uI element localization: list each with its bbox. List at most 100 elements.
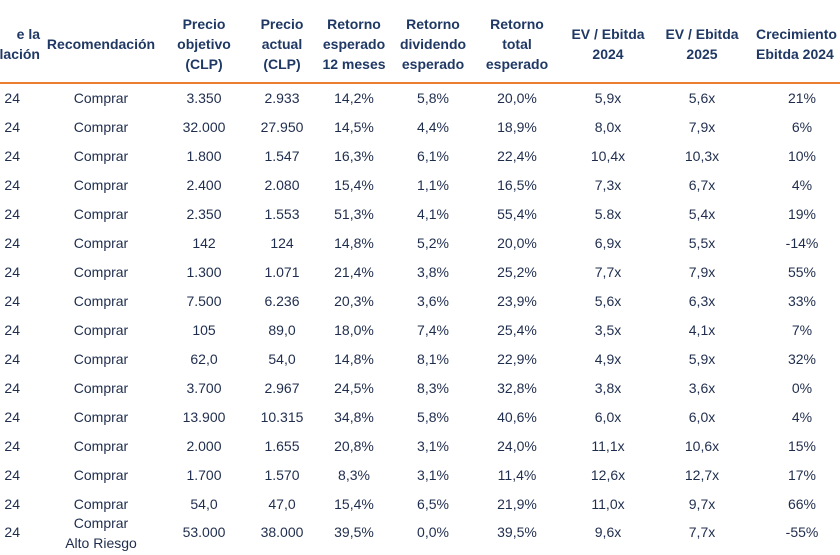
cell-retorno-dividendo: 5,8% bbox=[417, 409, 449, 425]
cell-recomendacion: Comprar bbox=[73, 264, 129, 280]
cell-recomendacion: Comprar bbox=[73, 177, 129, 193]
table-row: 24 Comprar 3.700 2.967 24,5% 8,3% 32,8% 3,8x 3,6… bbox=[0, 374, 840, 403]
cell-ev-ebitda-2024: 6,0x bbox=[594, 409, 622, 425]
cell-crecimiento-ebitda: -55% bbox=[785, 524, 819, 540]
cell-retorno-12m: 34,8% bbox=[334, 409, 374, 425]
cell-retorno-total: 25,4% bbox=[497, 322, 537, 338]
cell-precio-objetivo: 142 bbox=[192, 235, 216, 251]
table-row: 24 Comprar 142 124 14,8% 5,2% 20,0% 6,9x 5,5x -14… bbox=[0, 229, 840, 258]
table-row: 24 Comprar 13.900 10.315 34,8% 5,8% 40,6% 6,0x 6… bbox=[0, 403, 840, 432]
cell-retorno-total: 18,9% bbox=[497, 119, 537, 135]
cell-ev-ebitda-2024: 8,0x bbox=[594, 119, 622, 135]
cell-retorno-dividendo: 3,1% bbox=[417, 467, 449, 483]
cell-retorno-total: 55,4% bbox=[497, 206, 537, 222]
cell-crecimiento-ebitda: 0% bbox=[791, 380, 813, 396]
cell-fecha: 24 bbox=[4, 235, 20, 251]
table-row: 24 Comprar 2.350 1.553 51,3% 4,1% 55,4% 5.8x 5,4… bbox=[0, 200, 840, 229]
header-crecimiento-ebitda: Crecimiento Ebitda 2024 bbox=[756, 26, 837, 62]
cell-precio-objetivo: 1.300 bbox=[186, 264, 222, 280]
table-row: 24 Comprar 2.400 2.080 15,4% 1,1% 16,5% 7,3x 6,7… bbox=[0, 171, 840, 200]
cell-recomendacion: Comprar bbox=[73, 438, 129, 454]
cell-retorno-12m: 14,8% bbox=[334, 235, 374, 251]
cell-recomendacion: Comprar bbox=[73, 496, 129, 512]
cell-retorno-12m: 14,2% bbox=[334, 90, 374, 106]
cell-ev-ebitda-2025: 5,4x bbox=[688, 206, 716, 222]
cell-retorno-total: 23,9% bbox=[497, 293, 537, 309]
cell-recomendacion: Comprar Alto Riesgo bbox=[65, 515, 137, 551]
cell-retorno-12m: 39,5% bbox=[334, 524, 374, 540]
cell-fecha: 24 bbox=[4, 119, 20, 135]
cell-retorno-12m: 21,4% bbox=[334, 264, 374, 280]
cell-fecha: 24 bbox=[4, 524, 20, 540]
cell-ev-ebitda-2024: 9,6x bbox=[594, 524, 622, 540]
cell-retorno-12m: 16,3% bbox=[334, 148, 374, 164]
cell-crecimiento-ebitda: 55% bbox=[787, 264, 817, 280]
cell-retorno-dividendo: 4,4% bbox=[417, 119, 449, 135]
cell-retorno-total: 11,4% bbox=[497, 467, 537, 483]
cell-fecha: 24 bbox=[4, 90, 20, 106]
cell-recomendacion: Comprar bbox=[73, 351, 129, 367]
cell-crecimiento-ebitda: -14% bbox=[785, 235, 819, 251]
cell-ev-ebitda-2024: 12,6x bbox=[590, 467, 626, 483]
table-row: 24 Comprar 32.000 27.950 14,5% 4,4% 18,9% 8,0x 7… bbox=[0, 113, 840, 142]
cell-recomendacion: Comprar bbox=[73, 206, 129, 222]
cell-retorno-dividendo: 7,4% bbox=[417, 322, 449, 338]
cell-ev-ebitda-2025: 5,5x bbox=[688, 235, 716, 251]
header-fecha: e la lación bbox=[0, 26, 40, 62]
cell-ev-ebitda-2025: 9,7x bbox=[688, 496, 716, 512]
cell-fecha: 24 bbox=[4, 409, 20, 425]
cell-recomendacion: Comprar bbox=[73, 322, 129, 338]
cell-retorno-dividendo: 4,1% bbox=[417, 206, 449, 222]
cell-precio-objetivo: 105 bbox=[192, 322, 216, 338]
cell-retorno-dividendo: 6,1% bbox=[417, 148, 449, 164]
table-row: 24 Comprar 1.700 1.570 8,3% 3,1% 11,4% 12,6x 12,… bbox=[0, 461, 840, 490]
cell-recomendacion: Comprar bbox=[73, 119, 129, 135]
cell-ev-ebitda-2025: 7,7x bbox=[688, 524, 716, 540]
cell-ev-ebitda-2024: 6,9x bbox=[594, 235, 622, 251]
cell-fecha: 24 bbox=[4, 467, 20, 483]
cell-ev-ebitda-2025: 3,6x bbox=[688, 380, 716, 396]
cell-ev-ebitda-2024: 4,9x bbox=[594, 351, 622, 367]
cell-precio-actual: 10.315 bbox=[260, 409, 304, 425]
cell-retorno-total: 32,8% bbox=[497, 380, 537, 396]
cell-crecimiento-ebitda: 33% bbox=[787, 293, 817, 309]
table-row: 24 Comprar 62,0 54,0 14,8% 8,1% 22,9% 4,9x 5,9x 3… bbox=[0, 345, 840, 374]
header-precio-actual: Precio actual (CLP) bbox=[260, 16, 304, 72]
cell-ev-ebitda-2025: 7,9x bbox=[688, 264, 716, 280]
cell-precio-actual: 1.071 bbox=[264, 264, 300, 280]
cell-precio-actual: 27.950 bbox=[260, 119, 304, 135]
cell-retorno-total: 39,5% bbox=[497, 524, 537, 540]
cell-ev-ebitda-2025: 6,0x bbox=[688, 409, 716, 425]
header-retorno-12m: Retorno esperado 12 meses bbox=[322, 16, 386, 72]
header-retorno-dividendo: Retorno dividendo esperado bbox=[399, 16, 467, 72]
cell-precio-actual: 124 bbox=[270, 235, 294, 251]
cell-crecimiento-ebitda: 66% bbox=[787, 496, 817, 512]
cell-retorno-total: 24,0% bbox=[497, 438, 537, 454]
cell-fecha: 24 bbox=[4, 438, 20, 454]
cell-crecimiento-ebitda: 15% bbox=[787, 438, 817, 454]
table-row: 24 Comprar 7.500 6.236 20,3% 3,6% 23,9% 5,6x 6,3… bbox=[0, 287, 840, 316]
cell-precio-actual: 47,0 bbox=[268, 496, 296, 512]
cell-precio-objetivo: 3.350 bbox=[186, 90, 222, 106]
cell-retorno-dividendo: 3,6% bbox=[417, 293, 449, 309]
cell-retorno-dividendo: 3,8% bbox=[417, 264, 449, 280]
cell-ev-ebitda-2024: 5,9x bbox=[594, 90, 622, 106]
cell-retorno-dividendo: 1,1% bbox=[417, 177, 449, 193]
cell-recomendacion: Comprar bbox=[73, 409, 129, 425]
cell-fecha: 24 bbox=[4, 496, 20, 512]
cell-ev-ebitda-2025: 10,3x bbox=[684, 148, 720, 164]
cell-precio-actual: 1.570 bbox=[264, 467, 300, 483]
cell-retorno-12m: 15,4% bbox=[334, 496, 374, 512]
cell-fecha: 24 bbox=[4, 206, 20, 222]
cell-retorno-dividendo: 5,2% bbox=[417, 235, 449, 251]
cell-retorno-dividendo: 0,0% bbox=[417, 524, 449, 540]
cell-precio-objetivo: 1.700 bbox=[186, 467, 222, 483]
cell-retorno-total: 21,9% bbox=[497, 496, 537, 512]
cell-crecimiento-ebitda: 17% bbox=[787, 467, 817, 483]
cell-recomendacion: Comprar bbox=[73, 90, 129, 106]
cell-ev-ebitda-2025: 10,6x bbox=[684, 438, 720, 454]
cell-precio-actual: 54,0 bbox=[268, 351, 296, 367]
header-ev-ebitda-2024: EV / Ebitda 2024 bbox=[571, 26, 645, 62]
cell-ev-ebitda-2024: 7,7x bbox=[594, 264, 622, 280]
cell-fecha: 24 bbox=[4, 322, 20, 338]
